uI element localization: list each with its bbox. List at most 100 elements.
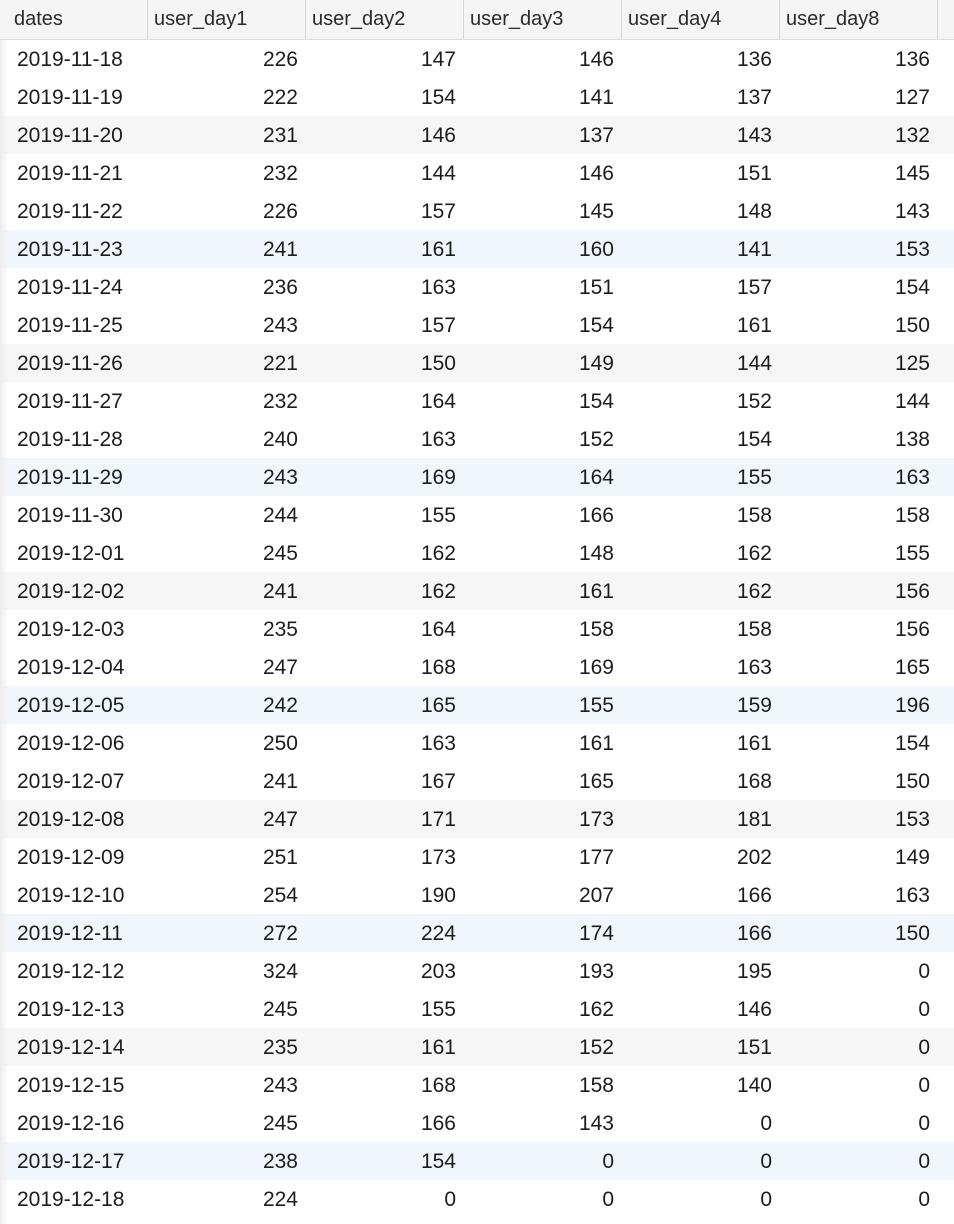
cell-user-day2[interactable]: 190 — [420, 884, 456, 907]
cell-dates[interactable]: 2019-11-27 — [17, 390, 123, 413]
table-row[interactable]: 2019-12-13 245 155 162 146 0 — [0, 990, 954, 1028]
cell-user-day3[interactable]: 145 — [578, 200, 614, 223]
cell-dates[interactable]: 2019-11-19 — [17, 86, 123, 109]
cell-user-day4[interactable]: 151 — [736, 162, 772, 185]
table-row[interactable]: 2019-12-17 238 154 0 0 0 — [0, 1142, 954, 1180]
cell-user-day1[interactable]: 272 — [262, 922, 298, 945]
table-row[interactable]: 2019-12-08 247 171 173 181 153 — [0, 800, 954, 838]
cell-dates[interactable]: 2019-11-21 — [17, 162, 123, 185]
cell-user-day2[interactable]: 168 — [420, 1074, 456, 1097]
cell-user-day4[interactable]: 159 — [736, 694, 772, 717]
cell-dates[interactable]: 2019-11-20 — [17, 124, 123, 147]
cell-dates[interactable]: 2019-12-13 — [17, 998, 125, 1021]
cell-user-day8[interactable]: 163 — [894, 466, 930, 489]
cell-user-day1[interactable]: 250 — [262, 732, 298, 755]
cell-user-day4[interactable]: 166 — [736, 922, 772, 945]
cell-dates[interactable]: 2019-12-17 — [17, 1150, 125, 1173]
cell-user-day8[interactable]: 155 — [894, 542, 930, 565]
cell-user-day3[interactable]: 154 — [578, 314, 614, 337]
cell-dates[interactable]: 2019-12-12 — [17, 960, 125, 983]
cell-user-day1[interactable]: 243 — [262, 314, 298, 337]
table-row[interactable]: 2019-12-06 250 163 161 161 154 — [0, 724, 954, 762]
cell-user-day4[interactable]: 0 — [760, 1188, 772, 1211]
cell-user-day1[interactable]: 243 — [262, 466, 298, 489]
table-row[interactable]: 2019-11-25 243 157 154 161 150 — [0, 306, 954, 344]
cell-user-day3[interactable]: 158 — [578, 1074, 614, 1097]
cell-user-day1[interactable]: 241 — [262, 238, 298, 261]
table-row[interactable]: 2019-12-01 245 162 148 162 155 — [0, 534, 954, 572]
cell-user-day3[interactable]: 207 — [578, 884, 614, 907]
cell-user-day1[interactable]: 240 — [262, 428, 298, 451]
cell-user-day4[interactable]: 136 — [736, 48, 772, 71]
cell-user-day4[interactable]: 158 — [736, 504, 772, 527]
cell-user-day2[interactable]: 164 — [420, 618, 456, 641]
cell-user-day2[interactable]: 146 — [420, 124, 456, 147]
cell-user-day4[interactable]: 162 — [736, 580, 772, 603]
cell-user-day8[interactable]: 145 — [894, 162, 930, 185]
table-row[interactable]: 2019-12-10 254 190 207 166 163 — [0, 876, 954, 914]
cell-user-day4[interactable]: 168 — [736, 770, 772, 793]
cell-dates[interactable]: 2019-12-05 — [17, 694, 125, 717]
cell-user-day3[interactable]: 165 — [578, 770, 614, 793]
cell-dates[interactable]: 2019-11-26 — [17, 352, 123, 375]
cell-user-day3[interactable]: 166 — [578, 504, 614, 527]
cell-user-day8[interactable]: 0 — [918, 1188, 930, 1211]
table-row[interactable]: 2019-11-27 232 164 154 152 144 — [0, 382, 954, 420]
cell-user-day1[interactable]: 244 — [262, 504, 298, 527]
cell-user-day2[interactable]: 147 — [420, 48, 456, 71]
cell-user-day4[interactable]: 181 — [736, 808, 772, 831]
cell-user-day2[interactable]: 173 — [420, 846, 456, 869]
cell-dates[interactable]: 2019-12-01 — [17, 542, 125, 565]
table-row[interactable]: 2019-12-05 242 165 155 159 196 — [0, 686, 954, 724]
cell-dates[interactable]: 2019-11-30 — [17, 504, 123, 527]
cell-user-day3[interactable]: 177 — [578, 846, 614, 869]
cell-dates[interactable]: 2019-12-06 — [17, 732, 125, 755]
cell-user-day3[interactable]: 149 — [578, 352, 614, 375]
cell-user-day2[interactable]: 155 — [420, 504, 456, 527]
table-row[interactable]: 2019-12-04 247 168 169 163 165 — [0, 648, 954, 686]
cell-dates[interactable]: 2019-12-15 — [17, 1074, 125, 1097]
cell-user-day3[interactable]: 193 — [578, 960, 614, 983]
cell-dates[interactable]: 2019-12-04 — [17, 656, 125, 679]
cell-user-day3[interactable]: 143 — [578, 1112, 614, 1135]
cell-user-day2[interactable]: 165 — [420, 694, 456, 717]
cell-user-day4[interactable]: 158 — [736, 618, 772, 641]
cell-user-day8[interactable]: 156 — [894, 580, 930, 603]
cell-user-day2[interactable]: 164 — [420, 390, 456, 413]
cell-dates[interactable]: 2019-11-29 — [17, 466, 123, 489]
cell-user-day2[interactable]: 155 — [420, 998, 456, 1021]
cell-user-day3[interactable]: 158 — [578, 618, 614, 641]
cell-user-day2[interactable]: 157 — [420, 200, 456, 223]
cell-user-day2[interactable]: 163 — [420, 276, 456, 299]
table-row[interactable]: 2019-11-20 231 146 137 143 132 — [0, 116, 954, 154]
column-header-dates[interactable]: dates — [8, 0, 148, 39]
cell-user-day8[interactable]: 153 — [894, 808, 930, 831]
table-row[interactable]: 2019-12-14 235 161 152 151 0 — [0, 1028, 954, 1066]
cell-user-day1[interactable]: 243 — [262, 1074, 298, 1097]
cell-user-day4[interactable]: 195 — [736, 960, 772, 983]
cell-user-day2[interactable]: 161 — [420, 1036, 456, 1059]
cell-dates[interactable]: 2019-11-25 — [17, 314, 123, 337]
column-header-user-day2[interactable]: user_day2 — [306, 0, 464, 39]
cell-user-day1[interactable]: 222 — [262, 86, 298, 109]
cell-user-day3[interactable]: 141 — [578, 86, 614, 109]
cell-user-day3[interactable]: 146 — [578, 48, 614, 71]
table-row[interactable]: 2019-12-03 235 164 158 158 156 — [0, 610, 954, 648]
cell-user-day8[interactable]: 154 — [894, 276, 930, 299]
table-row[interactable]: 2019-12-02 241 162 161 162 156 — [0, 572, 954, 610]
cell-user-day2[interactable]: 171 — [420, 808, 456, 831]
cell-user-day8[interactable]: 0 — [918, 1112, 930, 1135]
cell-dates[interactable]: 2019-12-14 — [17, 1036, 125, 1059]
cell-user-day2[interactable]: 0 — [444, 1188, 456, 1211]
cell-user-day2[interactable]: 169 — [420, 466, 456, 489]
cell-user-day1[interactable]: 245 — [262, 1112, 298, 1135]
cell-user-day3[interactable]: 162 — [578, 998, 614, 1021]
cell-user-day8[interactable]: 0 — [918, 1036, 930, 1059]
cell-user-day4[interactable]: 144 — [736, 352, 772, 375]
cell-user-day2[interactable]: 203 — [420, 960, 456, 983]
table-row[interactable]: 2019-12-07 241 167 165 168 150 — [0, 762, 954, 800]
cell-user-day2[interactable]: 168 — [420, 656, 456, 679]
cell-user-day3[interactable]: 161 — [578, 580, 614, 603]
cell-user-day2[interactable]: 162 — [420, 580, 456, 603]
cell-user-day8[interactable]: 0 — [918, 1150, 930, 1173]
